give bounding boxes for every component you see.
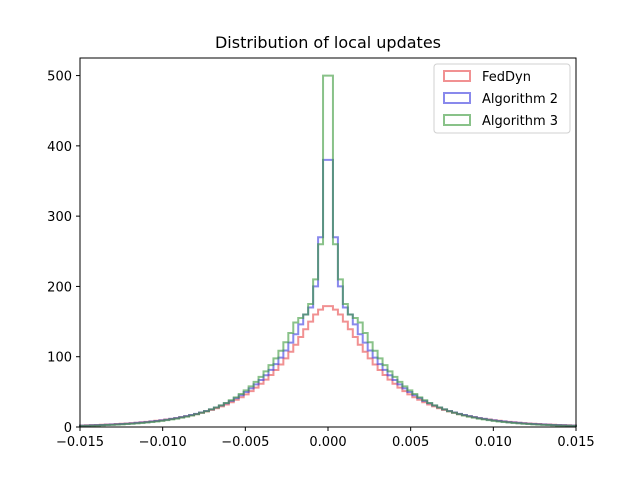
legend-label: Algorithm 3 xyxy=(482,114,558,129)
legend-label: Algorithm 2 xyxy=(482,92,558,107)
x-tick-label: −0.010 xyxy=(139,435,187,450)
chart-title: Distribution of local updates xyxy=(215,33,441,52)
legend-swatch xyxy=(443,70,471,82)
x-tick-label: −0.005 xyxy=(221,435,269,450)
x-tick-label: −0.015 xyxy=(56,435,104,450)
x-tick-label: 0.005 xyxy=(392,435,429,450)
series-layer xyxy=(79,74,577,427)
y-tick-label: 0 xyxy=(64,421,72,436)
x-tick-label: 0.010 xyxy=(475,435,512,450)
x-axis: −0.015 −0.010 −0.005 0.000 0.005 0.010 0.015 xyxy=(56,427,595,450)
series-3-histogram xyxy=(79,74,577,427)
x-tick-label: 0.000 xyxy=(309,435,346,450)
legend-swatch xyxy=(443,114,471,126)
x-tick-label: 0.015 xyxy=(557,435,594,450)
legend: FedDyn Algorithm 2 Algorithm 3 xyxy=(433,63,571,134)
y-tick-label: 300 xyxy=(47,210,72,225)
y-tick-label: 500 xyxy=(47,70,72,85)
y-axis: 0 100 200 300 400 500 xyxy=(47,70,80,436)
legend-label: FedDyn xyxy=(482,70,531,85)
y-tick-label: 400 xyxy=(47,140,72,155)
y-tick-label: 200 xyxy=(47,280,72,295)
y-tick-label: 100 xyxy=(47,351,72,366)
legend-swatch xyxy=(443,92,471,104)
